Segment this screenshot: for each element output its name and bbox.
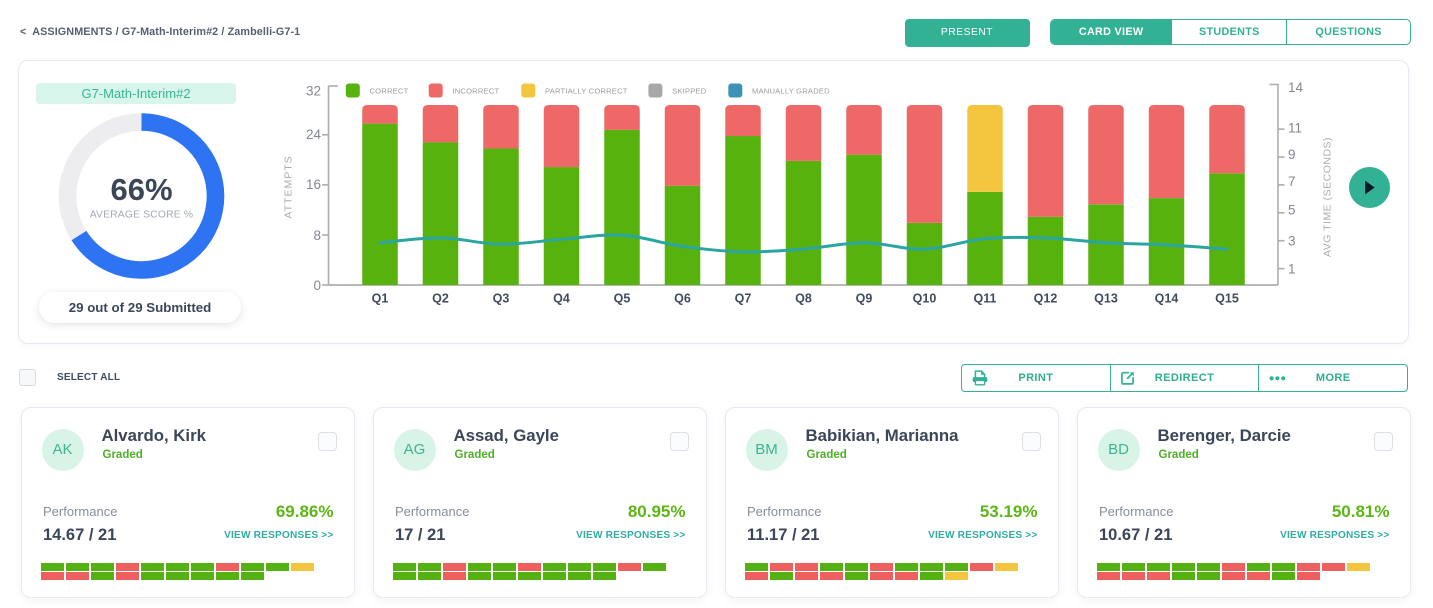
svg-text:Q11: Q11 [974,292,997,306]
svg-text:Q15: Q15 [1215,292,1239,306]
svg-text:Q12: Q12 [1034,292,1058,306]
svg-text:Q3: Q3 [493,292,510,306]
svg-text:Q5: Q5 [614,292,631,306]
svg-text:1: 1 [1288,261,1296,276]
svg-text:Q9: Q9 [856,292,873,306]
svg-text:Q1: Q1 [372,292,389,306]
svg-text:CORRECT: CORRECT [370,87,409,96]
svg-text:Q6: Q6 [674,292,691,306]
svg-text:3: 3 [1288,234,1296,249]
svg-text:ATTEMPTS: ATTEMPTS [283,155,295,218]
svg-text:24: 24 [306,127,322,142]
svg-text:Q4: Q4 [553,292,570,306]
svg-text:Q13: Q13 [1094,292,1118,306]
svg-text:9: 9 [1288,147,1296,162]
svg-text:SKIPPED: SKIPPED [672,87,707,96]
svg-text:14: 14 [1288,80,1304,95]
svg-text:Q7: Q7 [735,292,752,306]
svg-text:AVG TIME (SECONDS): AVG TIME (SECONDS) [1322,137,1334,257]
svg-text:5: 5 [1288,203,1296,218]
svg-text:66%: 66% [110,172,172,207]
svg-text:11: 11 [1288,120,1302,135]
svg-text:PARTIALLY CORRECT: PARTIALLY CORRECT [545,87,628,96]
svg-text:Q14: Q14 [1155,292,1179,306]
svg-text:AVERAGE SCORE %: AVERAGE SCORE % [90,210,194,221]
svg-text:Q10: Q10 [913,292,937,306]
svg-text:7: 7 [1288,174,1296,189]
svg-text:INCORRECT: INCORRECT [452,87,499,96]
svg-text:Q8: Q8 [795,292,812,306]
svg-text:32: 32 [306,83,321,98]
svg-text:0: 0 [313,278,321,293]
svg-text:16: 16 [306,177,321,192]
svg-text:Q2: Q2 [432,292,449,306]
svg-text:8: 8 [313,228,321,243]
svg-text:MANUALLY GRADED: MANUALLY GRADED [752,87,830,96]
